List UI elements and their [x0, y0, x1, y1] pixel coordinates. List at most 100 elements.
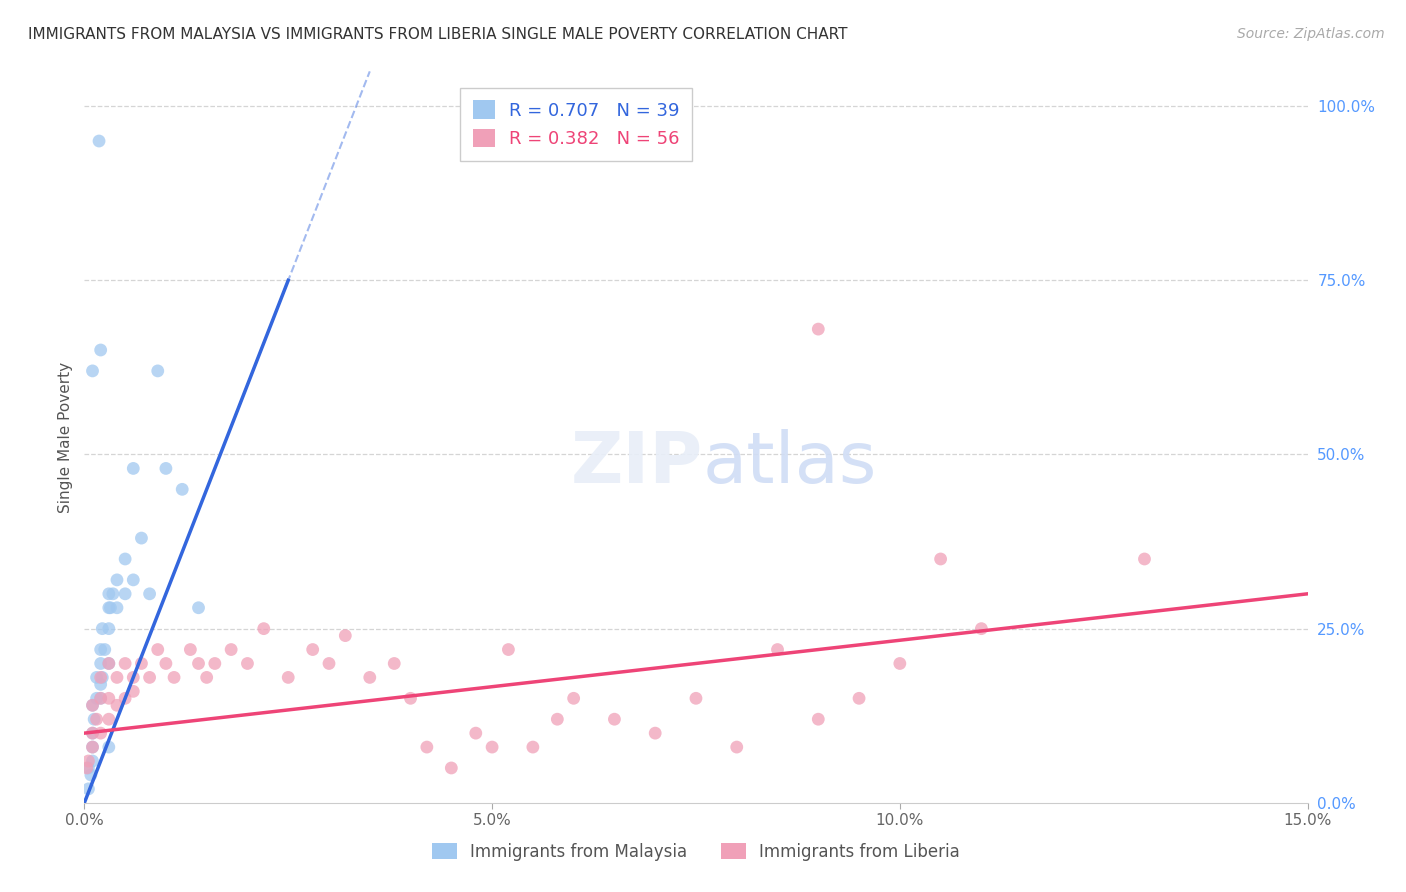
Point — [195, 670, 218, 684]
Point — [131, 657, 153, 671]
Point — [416, 740, 439, 755]
Point — [318, 657, 340, 671]
Point — [105, 698, 128, 713]
Point — [277, 670, 299, 684]
Point — [90, 670, 112, 684]
Point — [399, 691, 422, 706]
Point — [97, 587, 120, 601]
Point — [97, 691, 120, 706]
Y-axis label: Single Male Poverty: Single Male Poverty — [58, 361, 73, 513]
Point — [155, 657, 177, 671]
Point — [766, 642, 789, 657]
Text: IMMIGRANTS FROM MALAYSIA VS IMMIGRANTS FROM LIBERIA SINGLE MALE POVERTY CORRELAT: IMMIGRANTS FROM MALAYSIA VS IMMIGRANTS F… — [28, 27, 848, 42]
Point — [90, 691, 112, 706]
Point — [91, 670, 114, 684]
Point — [86, 670, 108, 684]
Point — [187, 657, 209, 671]
Point — [172, 483, 194, 497]
Point — [122, 670, 145, 684]
Point — [603, 712, 626, 726]
Point — [82, 740, 104, 755]
Point — [97, 657, 120, 671]
Point — [970, 622, 993, 636]
Point — [219, 642, 242, 657]
Point — [155, 461, 177, 475]
Point — [114, 657, 136, 671]
Point — [90, 642, 112, 657]
Point — [91, 622, 114, 636]
Point — [90, 343, 112, 357]
Point — [725, 740, 748, 755]
Point — [114, 552, 136, 566]
Point — [464, 726, 486, 740]
Point — [498, 642, 520, 657]
Point — [82, 726, 104, 740]
Point — [204, 657, 226, 671]
Point — [80, 768, 103, 782]
Point — [82, 754, 104, 768]
Point — [122, 573, 145, 587]
Point — [481, 740, 503, 755]
Point — [562, 691, 585, 706]
Point — [187, 600, 209, 615]
Point — [97, 657, 120, 671]
Point — [522, 740, 544, 755]
Point — [90, 726, 112, 740]
Point — [82, 698, 104, 713]
Point — [82, 364, 104, 378]
Point — [253, 622, 276, 636]
Point — [105, 670, 128, 684]
Point — [97, 712, 120, 726]
Point — [685, 691, 707, 706]
Point — [83, 712, 105, 726]
Point — [76, 761, 98, 775]
Point — [131, 531, 153, 545]
Text: atlas: atlas — [703, 429, 877, 499]
Point — [929, 552, 952, 566]
Point — [105, 573, 128, 587]
Point — [848, 691, 870, 706]
Point — [179, 642, 201, 657]
Point — [546, 712, 568, 726]
Point — [335, 629, 357, 643]
Point — [97, 622, 120, 636]
Point — [138, 587, 160, 601]
Text: Source: ZipAtlas.com: Source: ZipAtlas.com — [1237, 27, 1385, 41]
Point — [90, 657, 112, 671]
Point — [97, 740, 120, 755]
Point — [122, 684, 145, 698]
Point — [382, 657, 405, 671]
Point — [77, 754, 100, 768]
Point — [359, 670, 381, 684]
Point — [644, 726, 666, 740]
Point — [146, 642, 169, 657]
Text: ZIP: ZIP — [571, 429, 703, 499]
Point — [77, 761, 100, 775]
Point — [101, 587, 124, 601]
Point — [93, 642, 115, 657]
Point — [82, 740, 104, 755]
Point — [90, 677, 112, 691]
Point — [90, 691, 112, 706]
Point — [105, 600, 128, 615]
Point — [807, 322, 830, 336]
Legend: Immigrants from Malaysia, Immigrants from Liberia: Immigrants from Malaysia, Immigrants fro… — [426, 837, 966, 868]
Point — [301, 642, 323, 657]
Point — [82, 726, 104, 740]
Point — [146, 364, 169, 378]
Point — [163, 670, 186, 684]
Point — [236, 657, 259, 671]
Point — [889, 657, 911, 671]
Point — [1133, 552, 1156, 566]
Point — [440, 761, 463, 775]
Point — [138, 670, 160, 684]
Point — [114, 587, 136, 601]
Point — [86, 712, 108, 726]
Point — [82, 698, 104, 713]
Point — [114, 691, 136, 706]
Point — [86, 691, 108, 706]
Point — [77, 781, 100, 796]
Point — [100, 600, 122, 615]
Point — [122, 461, 145, 475]
Point — [807, 712, 830, 726]
